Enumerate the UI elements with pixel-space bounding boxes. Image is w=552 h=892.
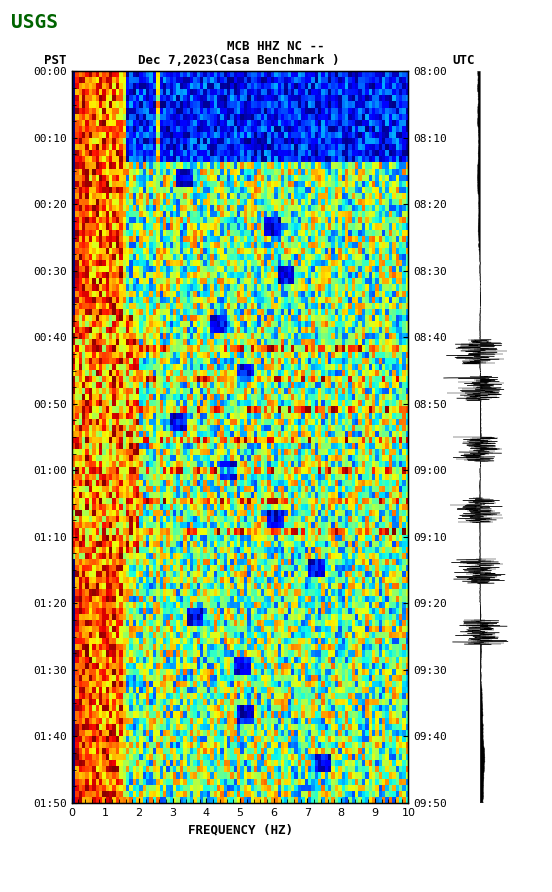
- X-axis label: FREQUENCY (HZ): FREQUENCY (HZ): [188, 823, 293, 836]
- Text: (Casa Benchmark ): (Casa Benchmark ): [213, 54, 339, 67]
- Text: PST: PST: [44, 54, 67, 67]
- Text: UTC: UTC: [453, 54, 475, 67]
- Text: MCB HHZ NC --: MCB HHZ NC --: [227, 40, 325, 54]
- Text: USGS: USGS: [11, 13, 58, 32]
- Text: Dec 7,2023: Dec 7,2023: [138, 54, 213, 67]
